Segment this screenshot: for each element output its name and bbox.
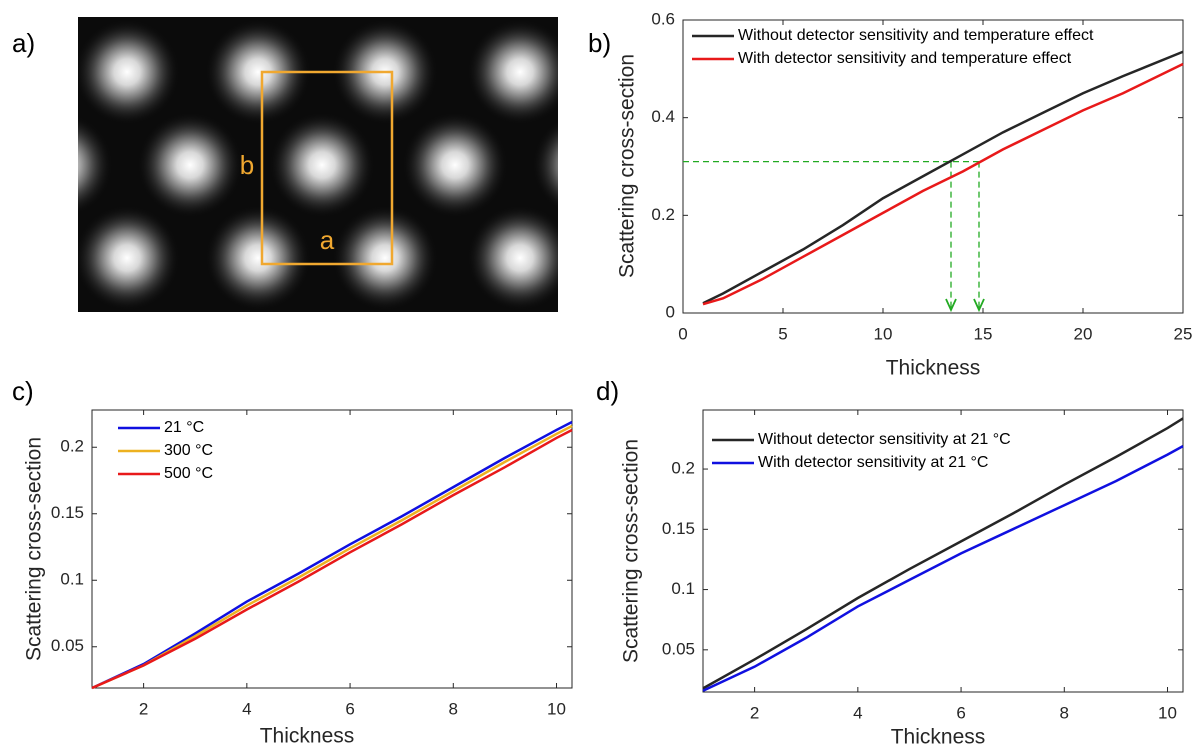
y-tick-label: 0.2 <box>651 205 675 224</box>
legend-label: Without detector sensitivity and tempera… <box>738 27 1094 44</box>
y-tick-label: 0.1 <box>60 570 84 589</box>
atom-column <box>75 206 179 310</box>
cell-label-a: a <box>320 225 335 255</box>
x-axis-title: Thickness <box>260 725 355 748</box>
atom-column <box>333 206 437 310</box>
legend-label: 500 °C <box>164 465 213 482</box>
y-tick-label: 0.05 <box>51 636 84 655</box>
atom-column <box>403 113 507 217</box>
cell-label-b: b <box>240 150 254 180</box>
y-tick-label: 0 <box>666 302 675 321</box>
x-tick-label: 20 <box>1074 324 1093 343</box>
panel-label: d) <box>596 376 619 406</box>
y-axis-title: Scattering cross-section <box>620 439 643 663</box>
x-tick-label: 2 <box>139 699 148 718</box>
legend-label: 21 °C <box>164 419 204 436</box>
x-tick-label: 25 <box>1174 324 1193 343</box>
x-tick-label: 10 <box>547 699 566 718</box>
x-axis-title: Thickness <box>891 726 986 748</box>
x-tick-label: 10 <box>1158 703 1177 722</box>
y-tick-label: 0.6 <box>651 9 675 28</box>
x-tick-label: 8 <box>1060 703 1069 722</box>
x-tick-label: 5 <box>778 324 787 343</box>
y-axis-title: Scattering cross-section <box>616 54 639 278</box>
atom-column <box>75 20 179 124</box>
x-axis-title: Thickness <box>886 357 981 380</box>
x-tick-label: 10 <box>874 324 893 343</box>
y-tick-label: 0.2 <box>671 459 695 478</box>
figure: a) b a b) 0 5 10 15 20 25 0 0.2 0.4 0.6 Thickness Scatt… <box>0 0 1198 748</box>
legend-label: 300 °C <box>164 442 213 459</box>
legend-label: With detector sensitivity and temperatur… <box>738 50 1072 67</box>
x-tick-label: 6 <box>345 699 354 718</box>
legend-label: With detector sensitivity at 21 °C <box>758 454 988 471</box>
atom-column <box>8 113 112 217</box>
x-tick-label: 15 <box>974 324 993 343</box>
atom-column <box>206 206 310 310</box>
y-tick-label: 0.2 <box>60 437 84 456</box>
panel-label: c) <box>12 376 34 406</box>
x-tick-label: 4 <box>853 703 862 722</box>
x-tick-label: 2 <box>750 703 759 722</box>
x-tick-label: 0 <box>678 324 687 343</box>
y-tick-label: 0.15 <box>51 503 84 522</box>
atom-column <box>468 20 572 124</box>
y-tick-label: 0.4 <box>651 107 675 126</box>
y-axis-title: Scattering cross-section <box>23 437 46 661</box>
atom-column <box>468 206 572 310</box>
atom-column <box>138 113 242 217</box>
x-tick-label: 4 <box>242 699 251 718</box>
y-tick-label: 0.15 <box>662 519 695 538</box>
panel-label: a) <box>12 28 35 58</box>
y-tick-label: 0.05 <box>662 639 695 658</box>
y-tick-label: 0.1 <box>671 579 695 598</box>
x-tick-label: 8 <box>449 699 458 718</box>
legend-label: Without detector sensitivity at 21 °C <box>758 431 1011 448</box>
panel-label: b) <box>588 28 611 58</box>
atom-column <box>270 113 374 217</box>
x-tick-label: 6 <box>956 703 965 722</box>
